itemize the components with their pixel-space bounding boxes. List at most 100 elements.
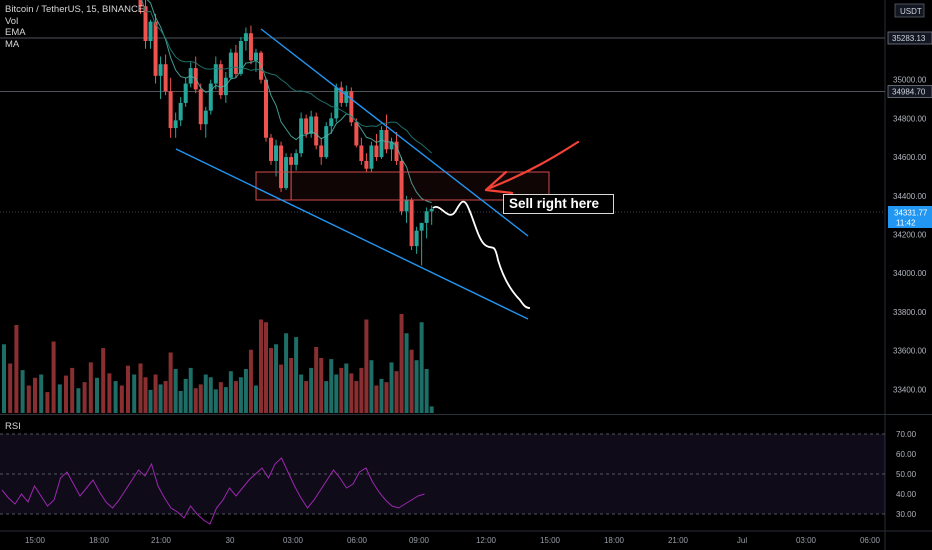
candle-body <box>274 145 279 161</box>
price-tick-label: 35000.00 <box>893 76 927 85</box>
level-tag-mid-label: 34984.70 <box>892 88 926 97</box>
candle-body <box>389 141 394 150</box>
volume-bar <box>344 363 349 413</box>
volume-bar <box>208 377 213 413</box>
indicator-vol[interactable]: Vol <box>5 15 19 27</box>
volume-bar-prior <box>126 365 130 413</box>
volume-bar <box>163 381 168 413</box>
candle-body <box>284 157 289 189</box>
candle-body <box>253 52 258 61</box>
rsi-tick-label: 40.00 <box>896 490 917 499</box>
time-tick-label: 06:00 <box>347 536 368 545</box>
price-tick-label: 34800.00 <box>893 114 927 123</box>
volume-bar-prior <box>57 384 62 413</box>
time-tick-label: 03:00 <box>796 536 817 545</box>
volume-bar <box>173 369 178 413</box>
candle-body <box>424 211 429 223</box>
candle-body <box>208 83 213 111</box>
price-tick-label: 34000.00 <box>893 269 927 278</box>
time-tick-label: 18:00 <box>89 536 110 545</box>
volume-bar-prior <box>8 363 13 413</box>
rsi-tick-label: 50.00 <box>896 470 917 479</box>
volume-bar-prior <box>26 385 31 413</box>
volume-bar-prior <box>101 348 106 413</box>
candle-body <box>158 64 163 76</box>
volume-bar <box>389 362 394 413</box>
candle-body <box>414 230 419 247</box>
candle-body <box>143 6 148 42</box>
volume-bar <box>384 382 389 413</box>
volume-bar <box>349 373 354 413</box>
volume-bar <box>379 378 384 413</box>
rsi-tick-label: 30.00 <box>896 510 917 519</box>
candle-body <box>354 122 359 146</box>
sell-annotation[interactable]: Sell right here <box>503 194 614 214</box>
volume-bar <box>233 381 238 413</box>
arrow-shaft <box>488 140 580 190</box>
volume-bar <box>223 387 228 413</box>
rsi-band <box>0 434 885 514</box>
volume-bar <box>213 389 218 413</box>
volume-bar <box>248 349 253 413</box>
arrow-head <box>484 170 514 195</box>
volume-bar <box>178 391 183 413</box>
volume-bar <box>143 377 148 413</box>
candle-body <box>213 64 218 84</box>
volume-bar-prior <box>51 341 56 413</box>
candle-body <box>183 83 188 103</box>
candle-body <box>419 222 424 231</box>
volume-bar-prior <box>113 381 118 413</box>
channel-lower-line <box>175 148 529 320</box>
time-tick-label: 15:00 <box>540 536 561 545</box>
volume-bar <box>334 374 339 413</box>
volume-bar <box>414 360 419 413</box>
price-tick-label: 34600.00 <box>893 153 927 162</box>
volume-bar-prior <box>107 373 112 413</box>
candle-body <box>228 52 233 78</box>
candle-body <box>404 199 409 212</box>
current-price-tag <box>888 206 932 228</box>
candle-body <box>379 130 384 158</box>
current-price-label: 34331.77 <box>894 209 928 218</box>
volume-bar <box>183 378 188 413</box>
volume-bar-prior <box>76 388 81 413</box>
currency-tag <box>894 3 925 18</box>
level-tag-mid <box>887 85 932 98</box>
price-tick-label: 34200.00 <box>893 231 927 240</box>
volume-bar <box>243 369 248 413</box>
volume-bar <box>168 352 173 413</box>
candle-body <box>334 87 339 119</box>
candle-body <box>324 126 329 158</box>
indicator-ma[interactable]: MA <box>5 38 20 50</box>
volume-bar <box>284 333 289 413</box>
price-tick-label: 33600.00 <box>893 347 927 356</box>
volume-bar-prior <box>70 367 75 413</box>
time-tick-label: 03:00 <box>283 536 304 545</box>
candle-body <box>289 157 294 165</box>
time-tick-label: 12:00 <box>476 536 497 545</box>
time-tick-label: 06:00 <box>860 536 881 545</box>
candle-body <box>178 102 183 121</box>
candle-body <box>233 52 238 74</box>
volume-bar <box>153 374 158 413</box>
volume-bar <box>264 322 268 413</box>
price-tick-label: 33800.00 <box>893 308 927 317</box>
volume-bar <box>309 367 314 413</box>
volume-bar <box>339 367 344 413</box>
candle-body <box>314 116 319 146</box>
volume-bar <box>394 371 399 413</box>
volume-bar <box>238 377 243 413</box>
volume-bar <box>409 349 414 413</box>
candle-body <box>329 118 334 127</box>
candle-body <box>364 160 369 169</box>
volume-bar <box>274 344 279 413</box>
candle-body <box>168 91 173 129</box>
indicator-ema[interactable]: EMA <box>5 27 26 38</box>
volume-bar-prior <box>14 325 19 413</box>
volume-bar <box>429 406 434 413</box>
candle-body <box>198 89 203 125</box>
rsi-pane-label: RSI <box>5 421 21 432</box>
volume-bar <box>314 347 319 413</box>
candle-body <box>369 145 374 169</box>
